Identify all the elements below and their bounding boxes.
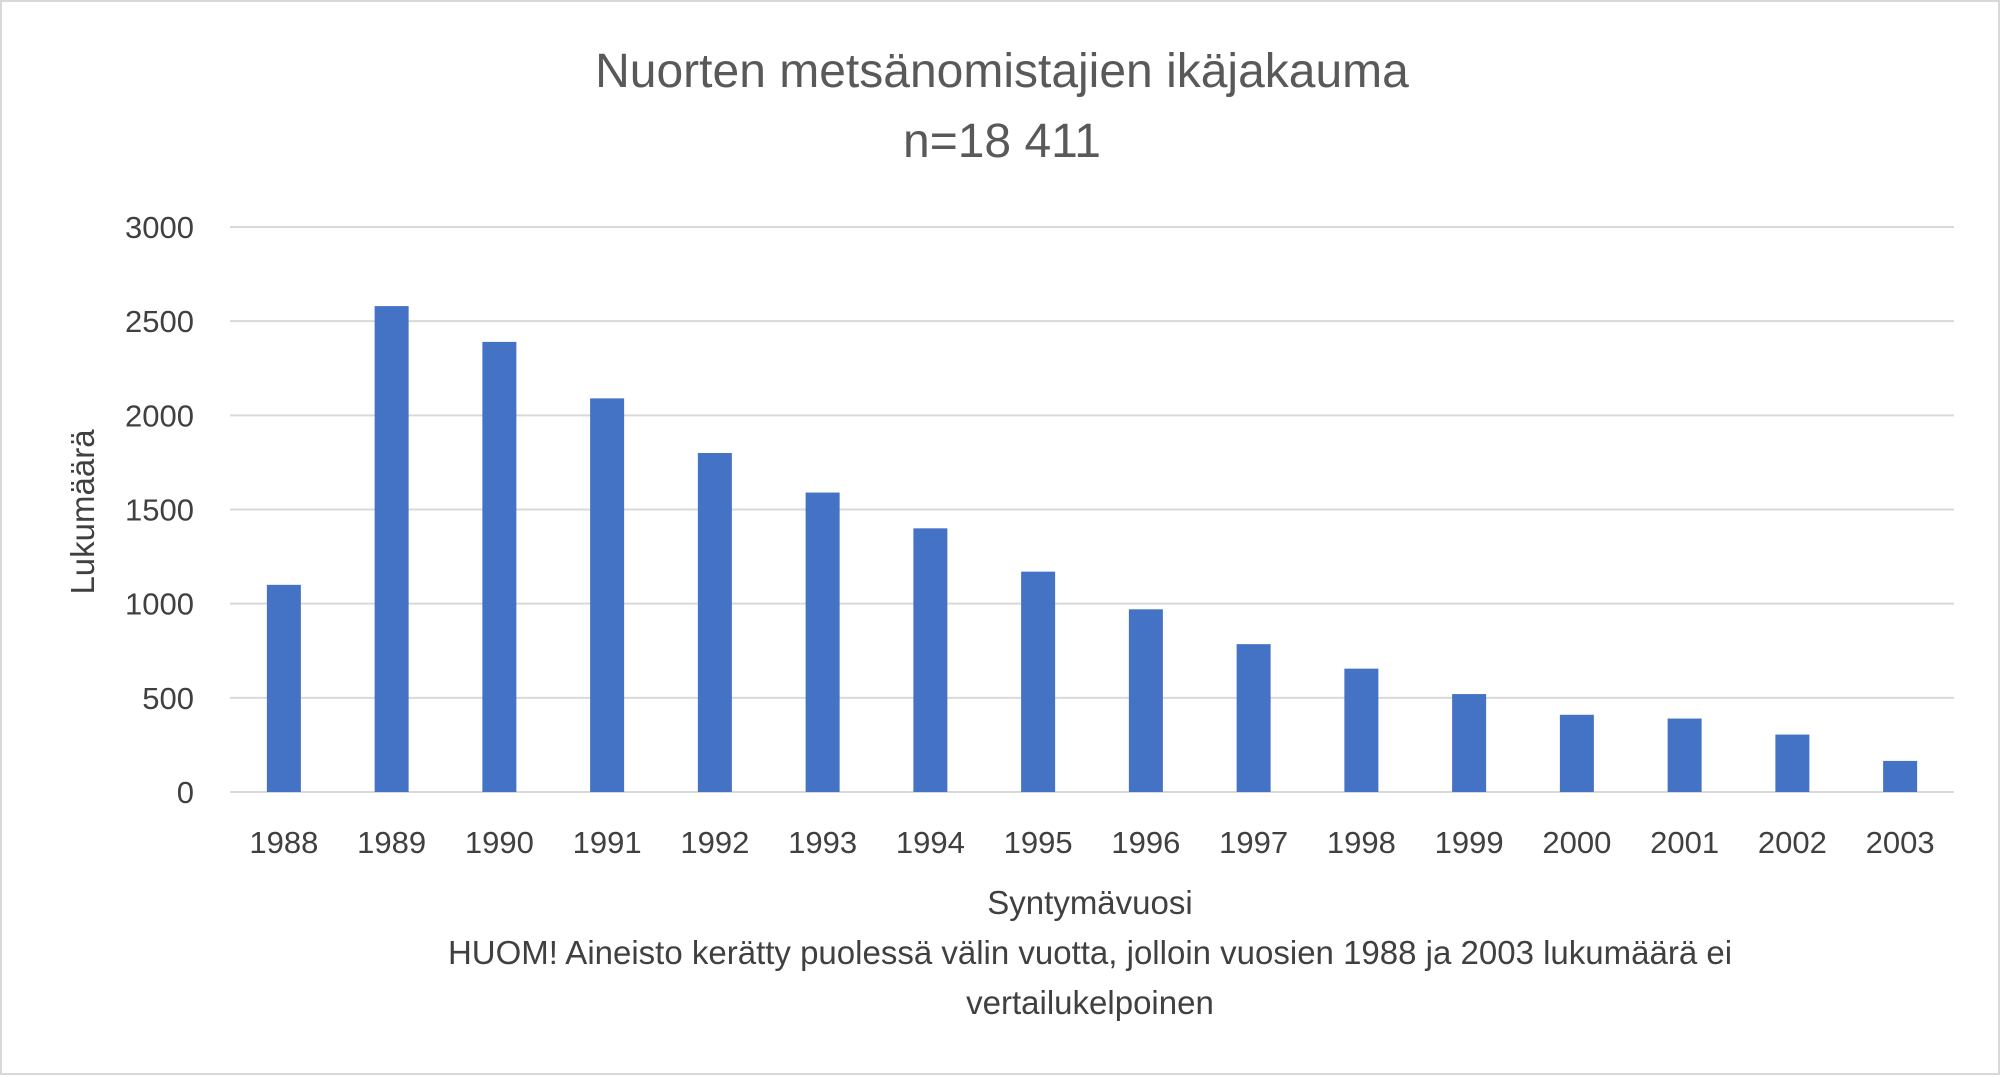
x-tick-label: 1988	[249, 825, 318, 860]
bar-1990	[482, 341, 517, 792]
bar-1996	[1128, 609, 1163, 792]
bars	[266, 306, 1918, 792]
x-tick-label: 2001	[1650, 825, 1719, 860]
x-tick-label: 1993	[788, 825, 857, 860]
x-tick-label: 1997	[1219, 825, 1288, 860]
x-tick-label: 2000	[1542, 825, 1611, 860]
bar-1997	[1236, 644, 1271, 792]
note-line-1: HUOM! Aineisto kerätty puolessä välin vu…	[448, 934, 1732, 971]
y-tick-label: 3000	[125, 210, 194, 245]
bar-1992	[697, 453, 732, 792]
x-tick-label: 1999	[1435, 825, 1504, 860]
bar-1998	[1344, 668, 1379, 792]
y-tick-label: 1000	[125, 587, 194, 622]
x-tick-label: 2002	[1758, 825, 1827, 860]
y-tick-label: 2500	[125, 304, 194, 339]
bar-1993	[805, 492, 840, 792]
chart-subtitle: n=18 411	[903, 115, 1101, 168]
x-tick-label: 1994	[896, 825, 965, 860]
x-axis-ticks: 1988 1989 1990 1991 1992 1993 1994 1995 1996 1997…	[249, 825, 1934, 860]
bar-1995	[1021, 571, 1056, 792]
bar-1988	[266, 584, 301, 792]
bar-1991	[590, 398, 625, 792]
bar-1989	[374, 306, 409, 792]
gridlines	[230, 226, 1954, 793]
y-tick-label: 500	[142, 681, 194, 716]
note-line-2: vertailukelpoinen	[966, 984, 1214, 1021]
bar-2002	[1775, 734, 1810, 792]
y-axis-ticks: 0 500 1000 1500 2000 2500 3000	[125, 210, 194, 810]
x-tick-label: 1996	[1111, 825, 1180, 860]
y-tick-label: 2000	[125, 398, 194, 433]
x-axis-title: Syntymävuosi	[987, 884, 1192, 921]
x-tick-label: 2003	[1866, 825, 1935, 860]
bar-1994	[913, 528, 948, 792]
x-tick-label: 1991	[573, 825, 642, 860]
y-tick-label: 1500	[125, 493, 194, 528]
x-tick-label: 1998	[1327, 825, 1396, 860]
x-tick-label: 1990	[465, 825, 534, 860]
x-tick-label: 1992	[680, 825, 749, 860]
bar-2003	[1883, 760, 1918, 792]
bar-1999	[1452, 694, 1487, 792]
bar-2000	[1559, 714, 1594, 792]
x-tick-label: 1989	[357, 825, 426, 860]
y-tick-label: 0	[177, 775, 194, 810]
y-axis-title: Lukumäärä	[64, 429, 101, 595]
chart-title: Nuorten metsänomistajien ikäjakauma	[595, 45, 1409, 98]
x-tick-label: 1995	[1004, 825, 1073, 860]
bar-2001	[1667, 718, 1702, 792]
